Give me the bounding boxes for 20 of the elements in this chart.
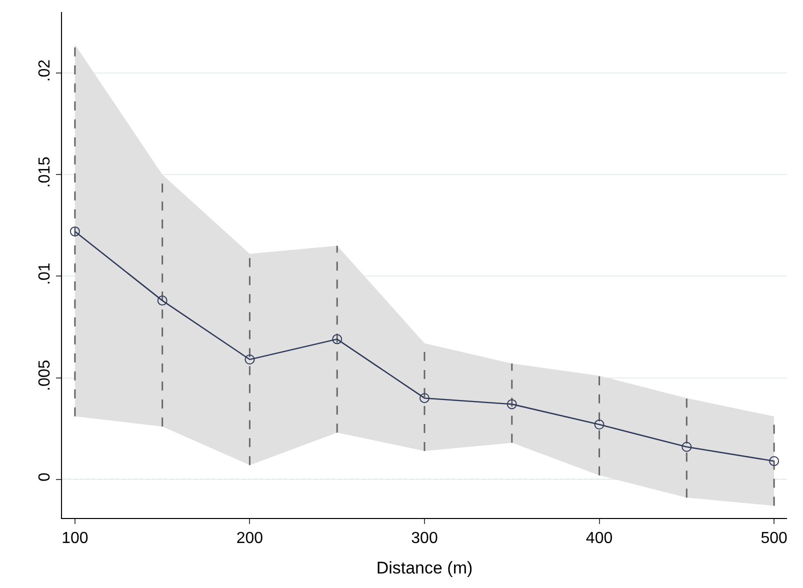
point xyxy=(682,442,692,452)
point xyxy=(506,399,517,410)
y-tick-label: .02 xyxy=(36,59,54,82)
x-tick-label: 400 xyxy=(586,530,613,548)
point xyxy=(244,354,255,364)
y-tick-label: .005 xyxy=(36,360,54,391)
x-tick-label: 100 xyxy=(62,530,88,548)
x-tick-label: 200 xyxy=(236,530,264,548)
point xyxy=(420,393,430,404)
point xyxy=(70,226,80,236)
point xyxy=(769,456,780,466)
x-tick-label: 300 xyxy=(411,530,438,548)
y-tick-label: .01 xyxy=(36,262,54,285)
x-tick-label: 500 xyxy=(760,530,788,548)
x-axis-title: Distance (m) xyxy=(376,558,473,578)
point xyxy=(332,334,342,344)
y-tick-label: 0 xyxy=(36,472,54,482)
y-tick-label: .015 xyxy=(36,156,54,188)
point xyxy=(594,420,604,430)
point xyxy=(157,296,168,306)
